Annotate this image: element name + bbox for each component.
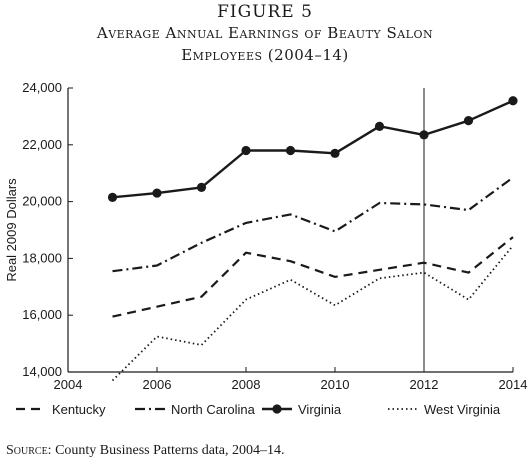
y-tick-label: 24,000 [22,80,62,95]
x-tick-label: 2014 [499,377,528,392]
series-layer [107,96,518,382]
x-tick-label: 2004 [54,377,83,392]
data-point-virginia [330,148,340,158]
axes: 14,000 16,000 18,000 20,000 22,000 24,000 2004… [4,80,527,392]
source-prefix: Source: [6,443,52,458]
series-line-north-carolina [112,176,514,273]
legend-label-north-carolina: North Carolina [171,402,256,417]
legend: Kentucky North Carolina Virginia West Virgi… [16,402,501,417]
y-tick-label: 20,000 [22,194,62,209]
series-line-virginia [112,99,514,199]
data-point-virginia [241,145,251,156]
y-tick-label: 16,000 [22,307,62,322]
x-tick-label: 2012 [410,377,439,392]
figure-title-line-1: Average Annual Earnings of Beauty Salon [96,24,434,42]
x-tick-label: 2010 [321,377,350,392]
legend-label-kentucky: Kentucky [52,402,106,417]
y-tick-label: 22,000 [22,137,62,152]
legend-label-virginia: Virginia [298,402,342,417]
figure-label: FIGURE 5 [217,2,313,22]
y-tick-label: 14,000 [22,364,62,379]
figure-title-block: FIGURE 5 Average Annual Earnings of Beau… [0,2,530,66]
source-note: Source: County Business Patterns data, 2… [6,443,285,459]
legend-marker-virginia [272,404,282,414]
data-point-virginia [285,145,296,156]
data-point-virginia [374,121,385,131]
y-axis-label: Real 2009 Dollars [4,178,19,282]
line-chart: 14,000 16,000 18,000 20,000 22,000 24,000 2004… [4,80,527,417]
legend-label-west-virginia: West Virginia [424,402,501,417]
data-point-virginia [508,96,518,106]
source-text: County Business Patterns data, 2004–14. [51,443,285,458]
x-tick-label: 2006 [143,377,172,392]
data-point-virginia [419,130,429,140]
data-point-virginia [463,116,474,126]
x-tick-label: 2008 [232,377,261,392]
series-line-west-virginia [111,245,514,382]
figure-title-line-2: Employees (2004–14) [181,46,349,64]
data-point-virginia [196,182,207,192]
data-point-virginia [152,188,162,198]
y-tick-label: 18,000 [22,250,62,265]
series-line-kentucky [112,236,514,318]
data-point-virginia [107,192,118,202]
